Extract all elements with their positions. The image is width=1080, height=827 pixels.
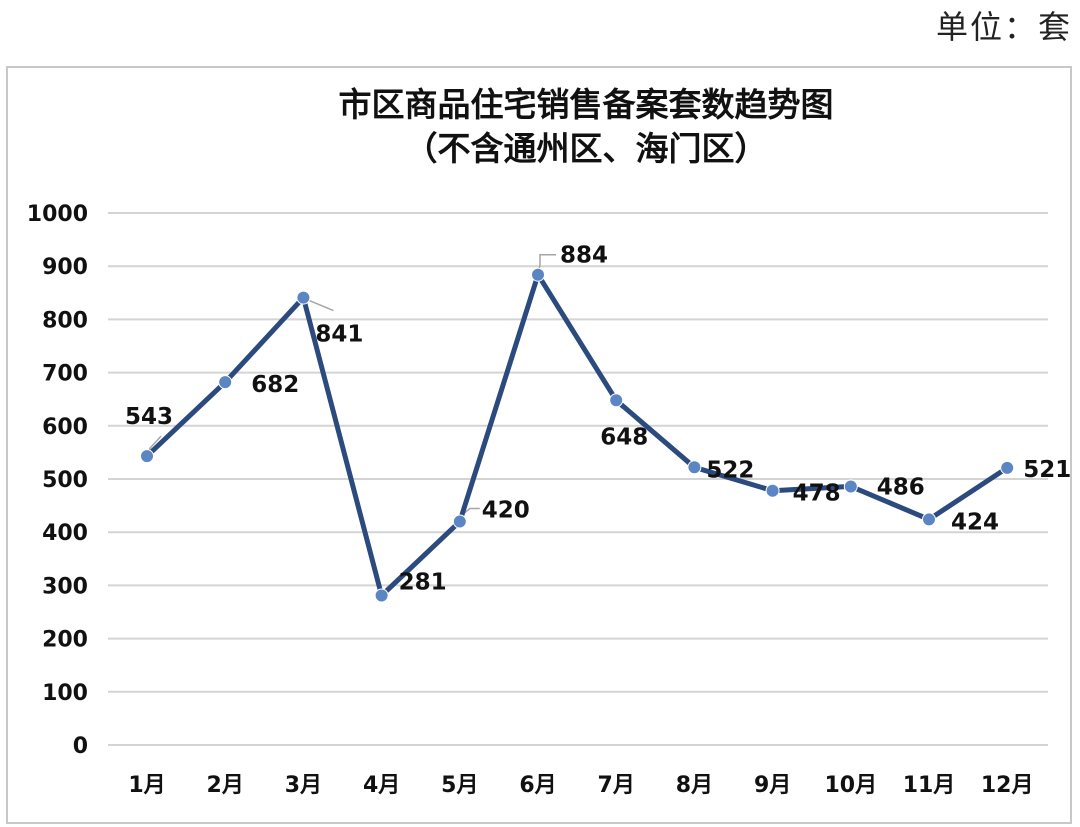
- data-point: [531, 267, 545, 282]
- x-tick-label: 10月: [824, 773, 877, 798]
- y-tick-label: 100: [42, 681, 88, 706]
- data-label: 521: [1023, 457, 1071, 483]
- data-point: [140, 449, 154, 464]
- data-point: [765, 483, 780, 498]
- x-tick-label: 4月: [363, 773, 400, 798]
- y-tick-label: 0: [73, 734, 88, 759]
- x-tick-label: 8月: [676, 773, 713, 798]
- data-point: [922, 512, 936, 527]
- series-markers: [140, 267, 1015, 603]
- x-tick-label: 6月: [519, 773, 556, 798]
- x-tick-label: 5月: [441, 773, 478, 798]
- chart-title: 市区商品住宅销售备案套数趋势图: [339, 85, 834, 124]
- data-point: [843, 479, 858, 494]
- data-point: [296, 290, 311, 305]
- x-tick-label: 1月: [128, 773, 165, 798]
- data-label: 648: [600, 424, 648, 450]
- y-tick-label: 1000: [27, 202, 88, 227]
- chart-frame: [6, 66, 1072, 824]
- y-tick-label: 600: [42, 415, 88, 440]
- data-label: 682: [251, 372, 299, 398]
- x-tick-label: 2月: [207, 773, 244, 798]
- data-label: 420: [482, 498, 530, 524]
- data-point: [218, 375, 233, 390]
- chart-subtitle: （不含通州区、海门区）: [405, 129, 768, 168]
- x-tick-label: 7月: [598, 773, 635, 798]
- data-label: 884: [560, 243, 608, 269]
- data-label: 841: [315, 322, 363, 348]
- data-point: [374, 588, 389, 603]
- series-line: [144, 272, 1010, 598]
- y-tick-label: 900: [42, 255, 88, 280]
- data-point: [1000, 460, 1015, 475]
- data-point: [452, 514, 467, 529]
- x-tick-label: 3月: [285, 773, 322, 798]
- y-tick-label: 500: [42, 468, 88, 493]
- data-labels: 543 682 841 281 420 884 648 522 478 486 424 521: [125, 243, 1071, 596]
- data-label: 543: [125, 404, 173, 430]
- x-axis-ticks: 1月 2月 3月 4月 5月 6月 7月 8月 9月 10月 11月 12月: [128, 773, 1033, 798]
- data-label: 424: [951, 509, 999, 535]
- data-point: [687, 460, 702, 475]
- data-label: 478: [793, 481, 841, 507]
- data-point: [609, 393, 624, 408]
- unit-label: 单位：套: [935, 8, 1072, 46]
- series-line-path: [144, 272, 1010, 598]
- y-tick-label: 400: [42, 521, 88, 546]
- data-label: 486: [877, 474, 925, 500]
- y-axis-ticks: 0 100 200 300 400 500 600 700 800 900 1000: [27, 202, 88, 759]
- y-tick-label: 200: [42, 628, 88, 653]
- gridlines: [108, 212, 1048, 746]
- data-label: 281: [399, 570, 447, 596]
- y-tick-label: 800: [42, 308, 88, 333]
- y-tick-label: 300: [42, 574, 88, 599]
- data-label: 522: [706, 457, 754, 483]
- y-tick-label: 700: [42, 362, 88, 387]
- x-tick-label: 12月: [981, 773, 1034, 798]
- x-tick-label: 9月: [754, 773, 791, 798]
- x-tick-label: 11月: [903, 773, 956, 798]
